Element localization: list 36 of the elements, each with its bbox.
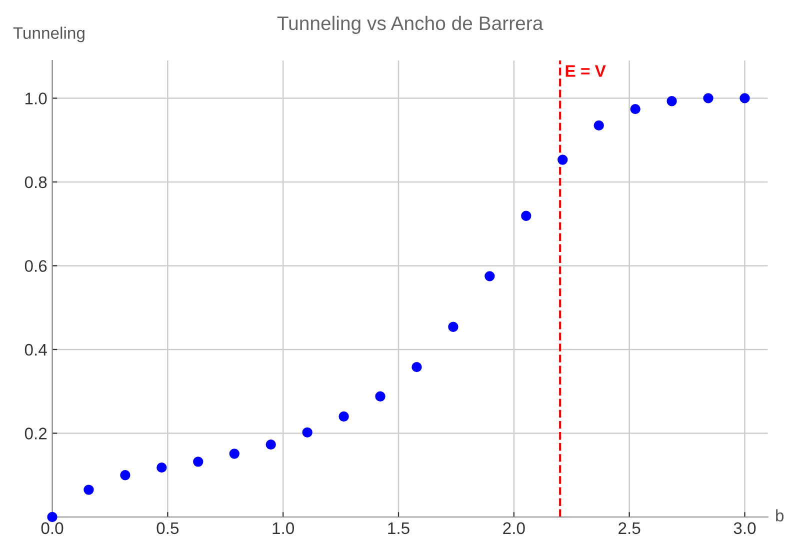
- y-axis-title: Tunneling: [13, 26, 84, 42]
- y-tick-label: 1.0: [26, 92, 47, 104]
- point: [338, 411, 349, 422]
- y-tick-label: 0.8: [24, 176, 47, 188]
- point: [521, 210, 532, 221]
- x-tick-label: 1.0: [272, 522, 294, 534]
- point: [666, 96, 677, 106]
- y-tick-label: 0.4: [24, 344, 47, 356]
- point: [229, 448, 240, 459]
- y-tick-label: 0.6: [24, 260, 47, 272]
- point: [484, 271, 495, 282]
- point: [558, 154, 568, 165]
- x-tick-label: 2.0: [503, 522, 525, 534]
- point: [448, 322, 458, 332]
- x-tick-label: 3.0: [734, 522, 756, 534]
- point: [594, 120, 604, 130]
- x-axis-title: b: [776, 509, 784, 522]
- chart-title: Tunneling vs Ancho de Barrera: [277, 16, 544, 34]
- x-tick-label: 0.5: [156, 522, 179, 534]
- ref-line-label: E = V: [566, 65, 606, 77]
- x-tick-label: 2.5: [618, 522, 640, 534]
- point: [47, 512, 58, 522]
- x-tick-label: 0.0: [41, 522, 64, 534]
- point: [630, 104, 640, 114]
- y-tick-label: 0.2: [24, 428, 47, 440]
- point: [156, 462, 167, 473]
- point: [703, 93, 714, 104]
- point: [302, 427, 312, 438]
- point: [84, 484, 94, 495]
- point: [266, 439, 276, 450]
- point: [375, 391, 386, 402]
- point: [740, 93, 750, 104]
- x-tick-label: 1.5: [388, 522, 410, 534]
- point: [193, 456, 204, 467]
- point: [412, 362, 422, 372]
- point: [120, 470, 130, 480]
